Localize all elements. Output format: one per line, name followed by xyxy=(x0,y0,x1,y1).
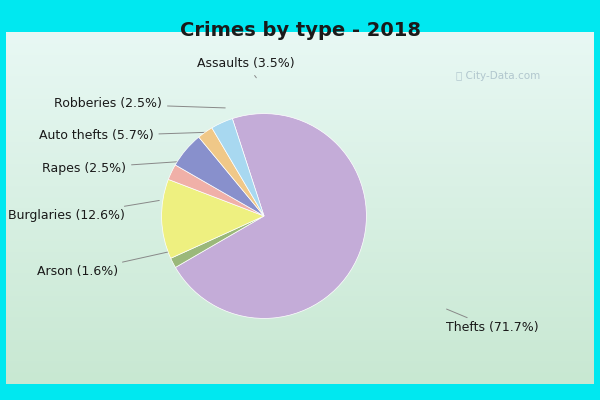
Text: Rapes (2.5%): Rapes (2.5%) xyxy=(42,160,201,174)
Wedge shape xyxy=(169,165,264,216)
Text: Auto thefts (5.7%): Auto thefts (5.7%) xyxy=(38,130,213,142)
Wedge shape xyxy=(175,114,367,318)
Text: ⓘ City-Data.com: ⓘ City-Data.com xyxy=(456,71,540,81)
Text: Crimes by type - 2018: Crimes by type - 2018 xyxy=(179,20,421,40)
Wedge shape xyxy=(212,119,264,216)
Text: Burglaries (12.6%): Burglaries (12.6%) xyxy=(8,200,159,222)
Wedge shape xyxy=(161,180,264,258)
Wedge shape xyxy=(171,216,264,268)
Text: Arson (1.6%): Arson (1.6%) xyxy=(37,249,183,278)
Text: Thefts (71.7%): Thefts (71.7%) xyxy=(446,309,538,334)
Wedge shape xyxy=(175,137,264,216)
Text: Robberies (2.5%): Robberies (2.5%) xyxy=(54,98,225,110)
Wedge shape xyxy=(199,128,264,216)
Text: Assaults (3.5%): Assaults (3.5%) xyxy=(197,58,295,78)
